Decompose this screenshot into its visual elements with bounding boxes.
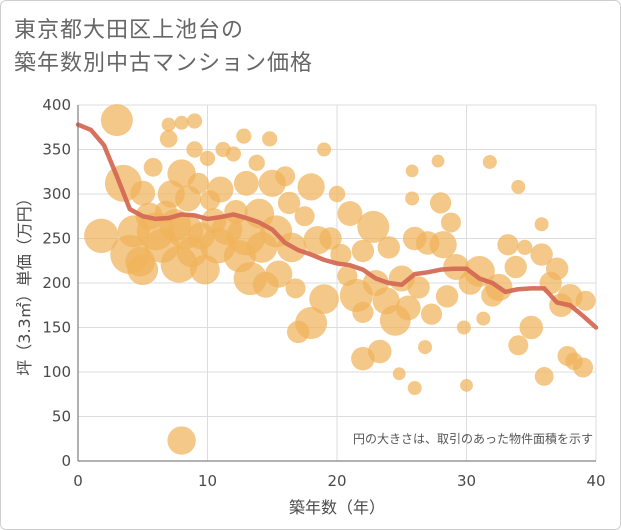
bubble-point <box>405 164 419 178</box>
bubble-point <box>186 113 203 129</box>
bubble-point <box>430 192 452 214</box>
bubble-point <box>460 378 473 392</box>
bubble-point <box>262 131 278 147</box>
y-tick-label: 200 <box>42 274 71 292</box>
bubble-point <box>575 290 596 311</box>
bubble-point <box>328 185 346 203</box>
x-tick-label: 10 <box>198 472 217 490</box>
bubble-point <box>431 154 445 168</box>
bubble-point <box>127 254 159 286</box>
bubble-point <box>352 301 374 323</box>
bubble-point <box>395 295 421 321</box>
y-tick-label: 350 <box>42 141 71 159</box>
bubble-point <box>207 176 234 203</box>
bubble-point <box>530 243 553 266</box>
bubble-point <box>294 206 315 227</box>
bubble-point <box>84 218 119 254</box>
bubble-point <box>161 117 176 132</box>
bubble-point <box>277 191 301 215</box>
bubble-point <box>573 357 594 378</box>
bubble-point <box>435 285 459 308</box>
bubble-point <box>476 311 491 326</box>
bubble-point <box>330 243 352 266</box>
y-tick-label: 100 <box>42 363 71 381</box>
average-line <box>75 122 599 330</box>
bubble-point <box>440 212 461 233</box>
tick-labels: 0 50 100 150 200 250 300 350 400 0 10 20 30 40 <box>42 96 605 490</box>
chart-title: 東京都大田区上池台の 築年数別中古マンション価格 <box>14 18 314 76</box>
bubble-point <box>319 227 342 250</box>
bubble-point <box>508 335 529 356</box>
bubble-point <box>407 381 422 396</box>
bubble-point <box>377 236 400 259</box>
y-tick-label: 400 <box>42 96 71 114</box>
bubble-point <box>317 142 332 157</box>
bubble-point <box>482 154 497 169</box>
bubble-point <box>295 307 328 340</box>
bubble-point <box>392 367 406 381</box>
bubble-point <box>511 179 526 194</box>
bubble-point <box>418 340 433 355</box>
bubble-point <box>143 157 163 177</box>
bubble-point <box>519 315 544 340</box>
bubble-point <box>405 191 420 206</box>
axes <box>77 105 596 462</box>
bubble-point <box>534 217 549 232</box>
bubble-point <box>199 150 216 166</box>
bubble-point <box>159 130 178 148</box>
bubble-point <box>357 210 390 243</box>
bubble-series <box>84 104 596 455</box>
bubble-point <box>337 201 363 226</box>
bubble-point <box>407 276 430 299</box>
bubble-point <box>429 231 457 259</box>
bubble-point <box>174 115 189 130</box>
x-tick-label: 30 <box>457 472 476 490</box>
bubble-point <box>497 234 519 256</box>
bubble-point <box>309 284 339 314</box>
bubble-point <box>248 154 265 172</box>
x-tick-label: 40 <box>586 472 605 490</box>
y-tick-label: 50 <box>52 408 71 426</box>
bubble-point <box>456 320 471 335</box>
bubble-point <box>233 170 259 196</box>
y-tick-label: 300 <box>42 185 71 203</box>
bubble-point <box>545 257 569 280</box>
y-tick-label: 250 <box>42 230 71 248</box>
x-tick-label: 0 <box>73 472 83 490</box>
bubble-point <box>225 146 241 162</box>
bubble-point <box>100 104 133 137</box>
bubble-point <box>275 166 296 187</box>
bubble-point <box>517 239 533 255</box>
bubble-point <box>351 239 375 263</box>
y-tick-label: 150 <box>42 319 71 337</box>
y-tick-label: 0 <box>61 452 71 470</box>
bubble-point <box>534 367 554 386</box>
bubble-point <box>236 128 252 144</box>
bubble-point <box>420 303 443 325</box>
bubble-point <box>265 260 293 288</box>
bubble-point <box>187 172 210 194</box>
bubble-point <box>367 339 392 364</box>
bubble-point <box>504 255 527 279</box>
bubble-point <box>285 278 306 299</box>
bubble-point <box>130 180 156 206</box>
average-line-series <box>75 122 599 330</box>
y-axis-label: 坪（3.3㎡）単価（万円） <box>15 190 34 375</box>
bubble-point <box>167 426 196 455</box>
chart-annotation: 円の大きさは、取引のあった物件面積を示す <box>353 431 593 446</box>
bubble-point <box>186 141 203 158</box>
bubble-point <box>297 173 325 201</box>
x-axis-label: 築年数（年） <box>289 498 385 517</box>
x-tick-label: 20 <box>327 472 346 490</box>
